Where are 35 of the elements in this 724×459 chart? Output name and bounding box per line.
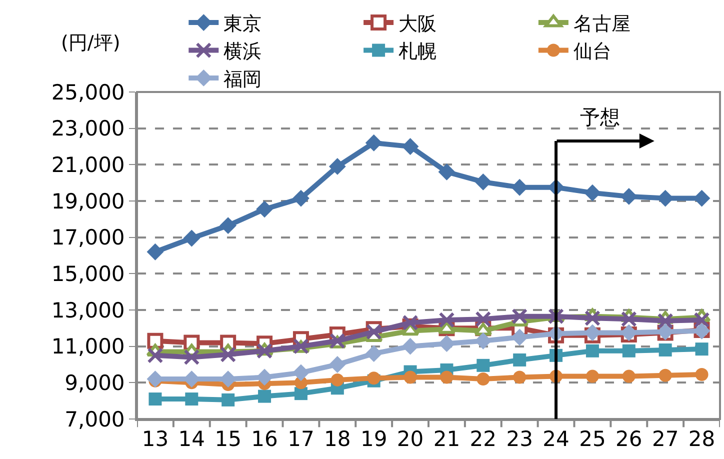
x-tick-label: 22	[470, 427, 497, 452]
legend-label: 福岡	[224, 68, 262, 90]
legend-label: 横浜	[224, 40, 262, 63]
legend-label: 仙台	[573, 40, 612, 63]
y-tick-label: 7,000	[64, 407, 125, 432]
y-axis-title: (円/坪)	[61, 32, 120, 54]
x-tick-label: 13	[142, 427, 169, 452]
x-tick-label: 20	[396, 427, 424, 452]
ref-line-label: 予想	[580, 105, 620, 129]
y-tick-label: 23,000	[51, 116, 125, 141]
y-tick-label: 11,000	[51, 334, 125, 359]
y-tick-label: 15,000	[51, 262, 125, 286]
y-tick-label: 13,000	[51, 298, 125, 322]
x-tick-label: 23	[506, 427, 533, 452]
y-tick-label: 9,000	[64, 371, 125, 396]
x-tick-label: 17	[288, 427, 314, 452]
x-tick-label: 16	[251, 427, 278, 452]
y-tick-label: 21,000	[51, 153, 125, 178]
x-tick-label: 15	[214, 427, 242, 452]
x-tick-label: 24	[542, 427, 570, 452]
x-tick-label: 27	[652, 427, 679, 452]
x-tick-label: 21	[433, 427, 460, 452]
x-tick-label: 19	[360, 427, 388, 452]
x-tick-label: 14	[178, 427, 206, 452]
y-tick-label: 17,000	[51, 226, 125, 250]
x-tick-label: 26	[616, 427, 642, 452]
legend-label: 名古屋	[573, 12, 630, 35]
y-tick-label: 25,000	[51, 80, 125, 104]
x-tick-label: 28	[688, 427, 716, 452]
y-tick-label: 19,000	[51, 189, 125, 214]
x-tick-label: 18	[324, 427, 351, 452]
legend-label: 札幌	[398, 40, 437, 63]
legend-label: 東京	[224, 12, 262, 35]
x-tick-label: 25	[579, 427, 606, 452]
legend-label: 大阪	[398, 12, 437, 35]
